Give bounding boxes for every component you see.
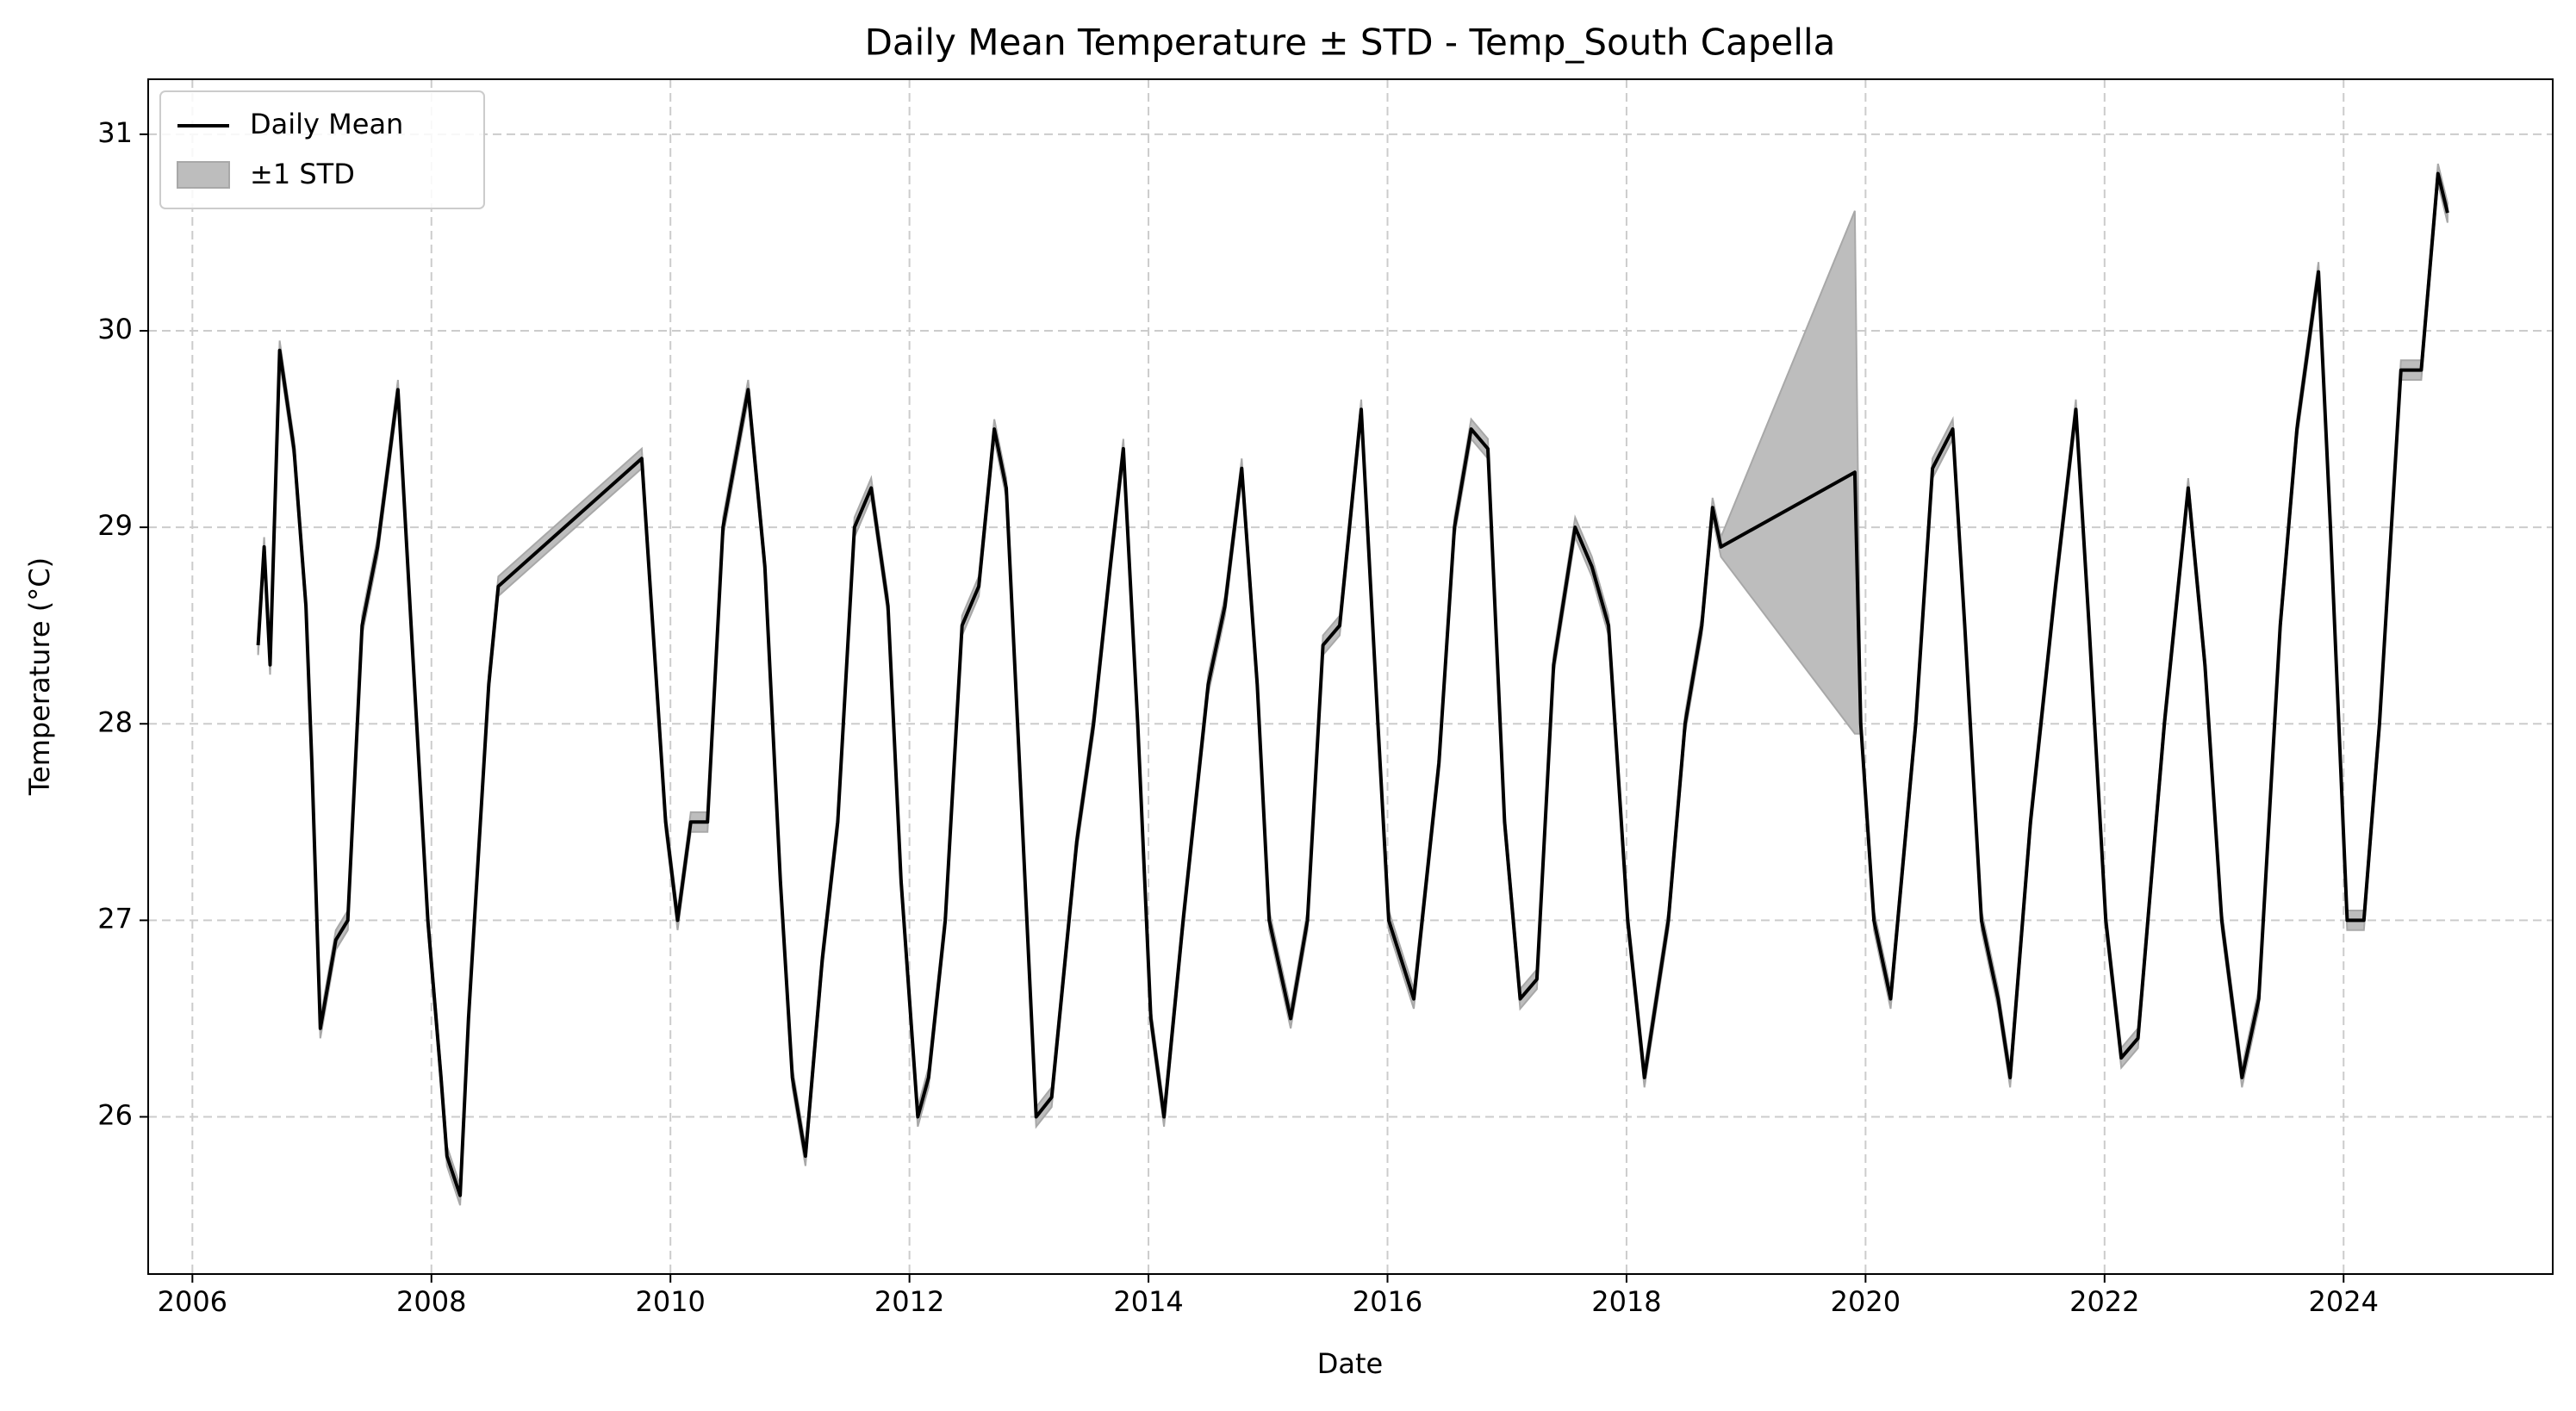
x-tick-label: 2020 <box>1831 1285 1901 1318</box>
legend-box <box>159 90 485 209</box>
x-tick-label: 2010 <box>635 1285 705 1318</box>
y-tick-label: 30 <box>97 313 133 345</box>
y-tick-label: 31 <box>97 116 133 149</box>
y-axis-label: Temperature (°C) <box>23 557 56 796</box>
y-tick-label: 28 <box>97 706 133 738</box>
chart-title: Daily Mean Temperature ± STD - Temp_Sout… <box>865 22 1836 64</box>
x-tick-label: 2008 <box>396 1285 466 1318</box>
legend-patch <box>177 161 230 189</box>
x-tick-label: 2016 <box>1353 1285 1422 1318</box>
y-tick-label: 26 <box>97 1099 133 1132</box>
x-tick-label: 2022 <box>2069 1285 2139 1318</box>
x-tick-label: 2014 <box>1113 1285 1183 1318</box>
legend-label: Daily Mean <box>250 108 403 140</box>
legend-label: ±1 STD <box>250 158 355 190</box>
mean-line <box>256 171 2449 1197</box>
y-tick-label: 29 <box>97 509 133 542</box>
y-tick-label: 27 <box>97 902 133 935</box>
x-tick-label: 2012 <box>874 1285 944 1318</box>
x-axis-label: Date <box>1317 1347 1383 1380</box>
x-tick-label: 2024 <box>2309 1285 2379 1318</box>
x-tick-label: 2006 <box>158 1285 227 1318</box>
plot-frame <box>147 78 2554 1275</box>
x-tick-label: 2018 <box>1591 1285 1661 1318</box>
